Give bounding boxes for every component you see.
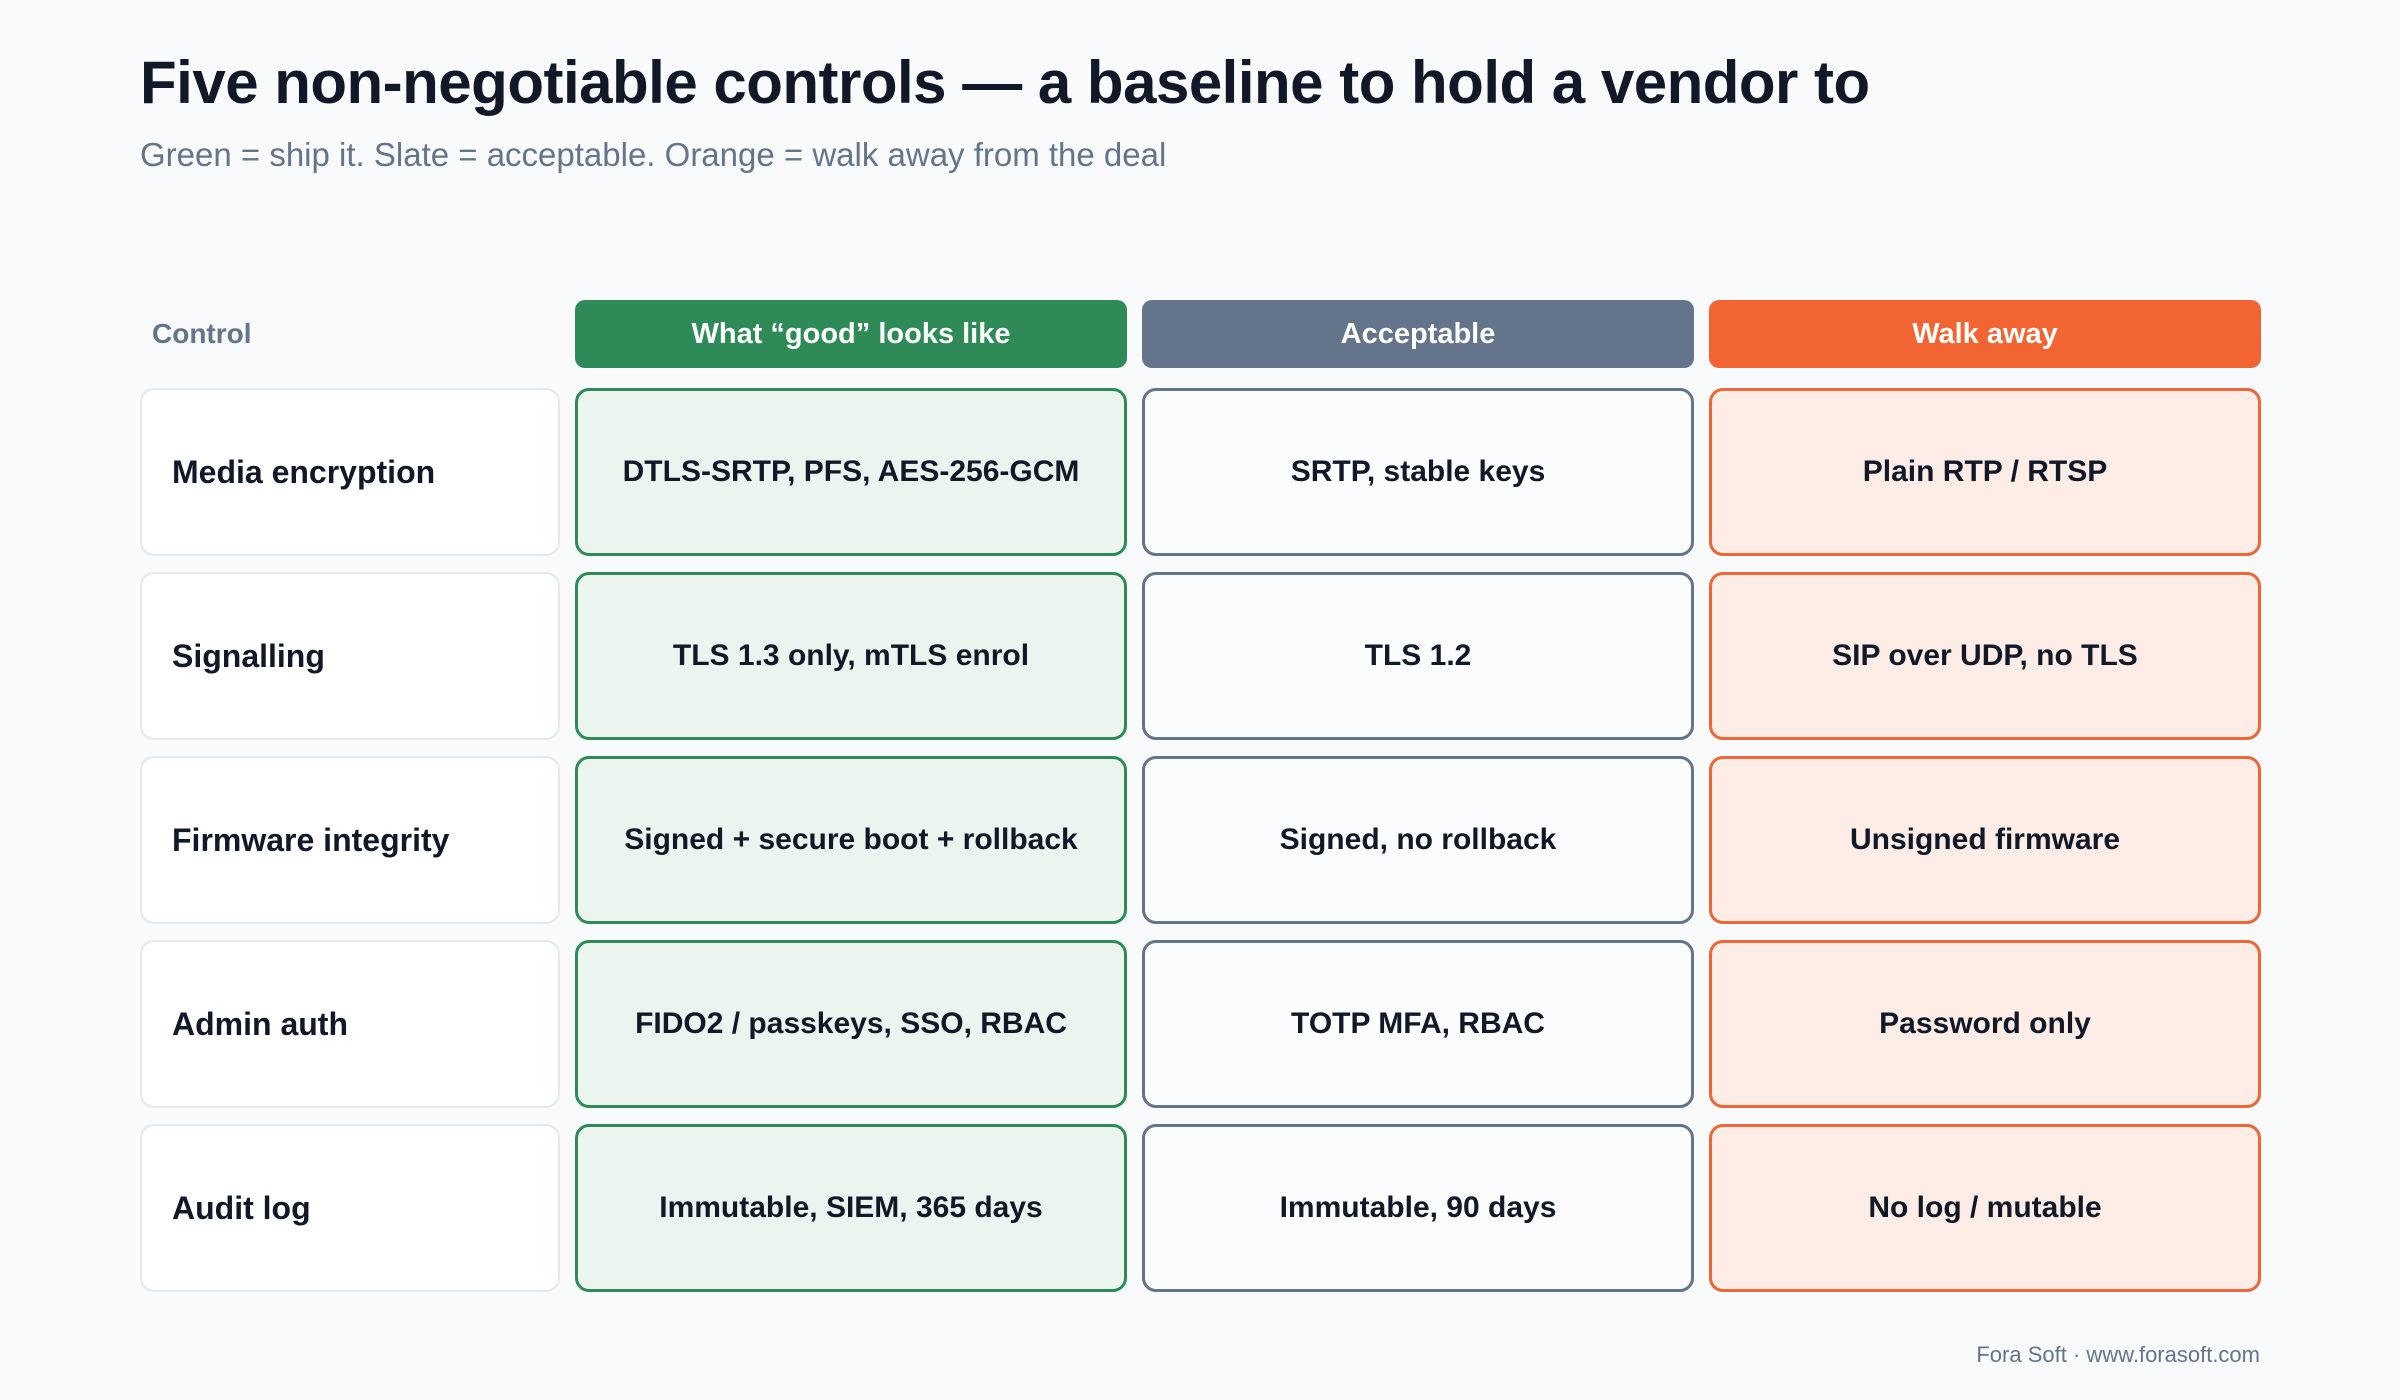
row-admin-auth-control: Admin auth — [140, 940, 560, 1108]
row-signalling-walk-away: SIP over UDP, no TLS — [1709, 572, 2261, 740]
column-header-control: Control — [152, 318, 252, 349]
row-signalling-control: Signalling — [140, 572, 560, 740]
row-signalling-acceptable: TLS 1.2 — [1142, 572, 1694, 740]
row-media-encryption-walk-away: Plain RTP / RTSP — [1709, 388, 2261, 556]
page-subtitle: Green = ship it. Slate = acceptable. Ora… — [140, 136, 1167, 173]
row-signalling-good: TLS 1.3 only, mTLS enrol — [575, 572, 1127, 740]
column-header-good: What “good” looks like — [575, 300, 1127, 368]
row-audit-log-good: Immutable, SIEM, 365 days — [575, 1124, 1127, 1292]
row-media-encryption-acceptable: SRTP, stable keys — [1142, 388, 1694, 556]
row-admin-auth-acceptable: TOTP MFA, RBAC — [1142, 940, 1694, 1108]
row-firmware-integrity-good: Signed + secure boot + rollback — [575, 756, 1127, 924]
row-audit-log-walk-away: No log / mutable — [1709, 1124, 2261, 1292]
row-admin-auth-good: FIDO2 / passkeys, SSO, RBAC — [575, 940, 1127, 1108]
row-admin-auth-walk-away: Password only — [1709, 940, 2261, 1108]
page-title: Five non-negotiable controls — a baselin… — [140, 49, 1870, 116]
column-header-walk-away: Walk away — [1709, 300, 2261, 368]
row-audit-log-acceptable: Immutable, 90 days — [1142, 1124, 1694, 1292]
controls-matrix: Control What “good” looks like Acceptabl… — [140, 300, 2261, 1308]
row-audit-log-control: Audit log — [140, 1124, 560, 1292]
row-firmware-integrity-acceptable: Signed, no rollback — [1142, 756, 1694, 924]
column-header-acceptable: Acceptable — [1142, 300, 1694, 368]
row-media-encryption-good: DTLS-SRTP, PFS, AES-256-GCM — [575, 388, 1127, 556]
footer-credit: Fora Soft · www.forasoft.com — [1976, 1342, 2260, 1367]
row-media-encryption-control: Media encryption — [140, 388, 560, 556]
row-firmware-integrity-control: Firmware integrity — [140, 756, 560, 924]
row-firmware-integrity-walk-away: Unsigned firmware — [1709, 756, 2261, 924]
